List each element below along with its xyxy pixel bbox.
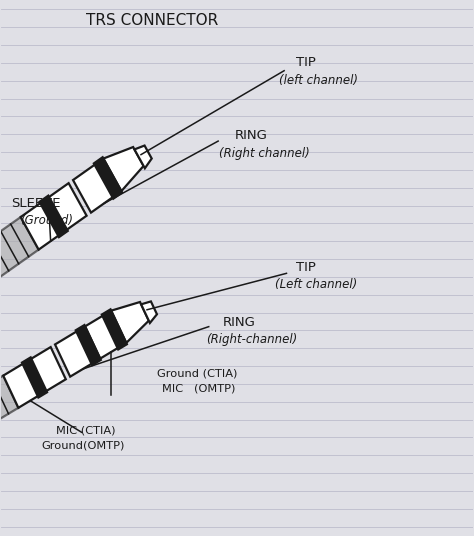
Polygon shape — [73, 162, 117, 213]
Polygon shape — [22, 358, 47, 398]
Polygon shape — [103, 147, 144, 191]
Polygon shape — [0, 217, 39, 334]
Text: (Right-channel): (Right-channel) — [206, 333, 298, 346]
Polygon shape — [55, 329, 96, 377]
Text: (Ground): (Ground) — [20, 214, 73, 227]
Text: RING: RING — [235, 129, 267, 142]
Polygon shape — [21, 183, 87, 250]
Polygon shape — [76, 325, 101, 365]
Text: SLEEVE: SLEEVE — [11, 197, 60, 210]
Text: Ground (CTIA): Ground (CTIA) — [157, 369, 237, 379]
Text: MIC (CTIA): MIC (CTIA) — [55, 425, 115, 435]
Text: (left channel): (left channel) — [279, 74, 358, 87]
Text: TRS CONNECTOR: TRS CONNECTOR — [86, 13, 219, 28]
Text: TIP: TIP — [296, 261, 316, 274]
Polygon shape — [0, 376, 18, 479]
Text: MIC   (OMTP): MIC (OMTP) — [162, 384, 235, 394]
Text: (Left channel): (Left channel) — [275, 278, 357, 291]
Polygon shape — [135, 146, 152, 168]
Text: TIP: TIP — [296, 56, 316, 70]
Text: (Right channel): (Right channel) — [219, 147, 310, 160]
Polygon shape — [111, 302, 149, 343]
Text: RING: RING — [223, 316, 256, 329]
Text: Ground(OMTP): Ground(OMTP) — [41, 440, 125, 450]
Polygon shape — [85, 314, 122, 359]
Polygon shape — [141, 301, 157, 323]
Polygon shape — [39, 196, 68, 237]
Polygon shape — [94, 157, 122, 199]
Polygon shape — [3, 347, 66, 408]
Polygon shape — [102, 309, 127, 349]
